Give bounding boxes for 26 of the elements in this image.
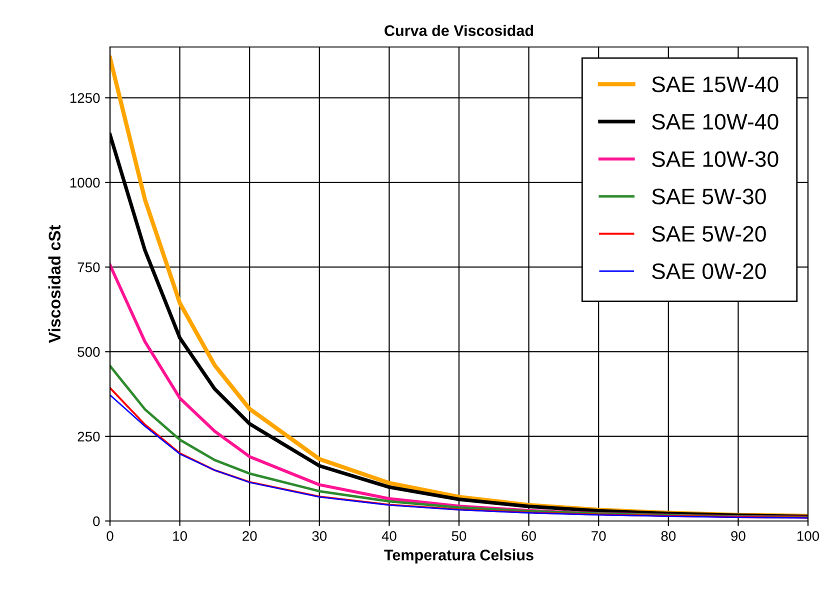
legend-label: SAE 15W-40 (652, 76, 778, 92)
y-tick-label: 1250 (70, 93, 100, 103)
x-tick-label: 80 (661, 531, 676, 541)
x-tick-label: 50 (452, 531, 466, 541)
x-tick-label: 0 (106, 531, 114, 541)
x-tick-label: 100 (797, 531, 820, 541)
x-axis-title: Temperatura Celsius (384, 549, 534, 564)
y-tick-label: 500 (78, 347, 100, 357)
x-tick-label: 30 (312, 531, 327, 541)
legend-label: SAE 10W-40 (652, 114, 778, 130)
x-tick-label: 10 (173, 531, 187, 541)
x-tick-label: 60 (522, 531, 536, 541)
legend-label: SAE 5W-20 (652, 226, 766, 242)
legend-label: SAE 10W-30 (652, 151, 778, 167)
x-tick-label: 70 (592, 531, 606, 541)
x-tick-label: 90 (731, 531, 746, 541)
y-tick-label: 750 (78, 262, 100, 272)
y-tick-label: 1000 (70, 178, 100, 188)
legend-label: SAE 5W-30 (652, 188, 766, 204)
x-tick-label: 20 (242, 531, 257, 541)
x-tick-label: 40 (382, 531, 396, 541)
legend-label: SAE 0W-20 (652, 263, 766, 280)
y-axis-title: Viscosidad cSt (48, 225, 61, 344)
y-tick-label: 250 (78, 432, 100, 442)
y-tick-label: 0 (93, 516, 100, 526)
chart-title: Curva de Viscosidad (384, 24, 534, 36)
